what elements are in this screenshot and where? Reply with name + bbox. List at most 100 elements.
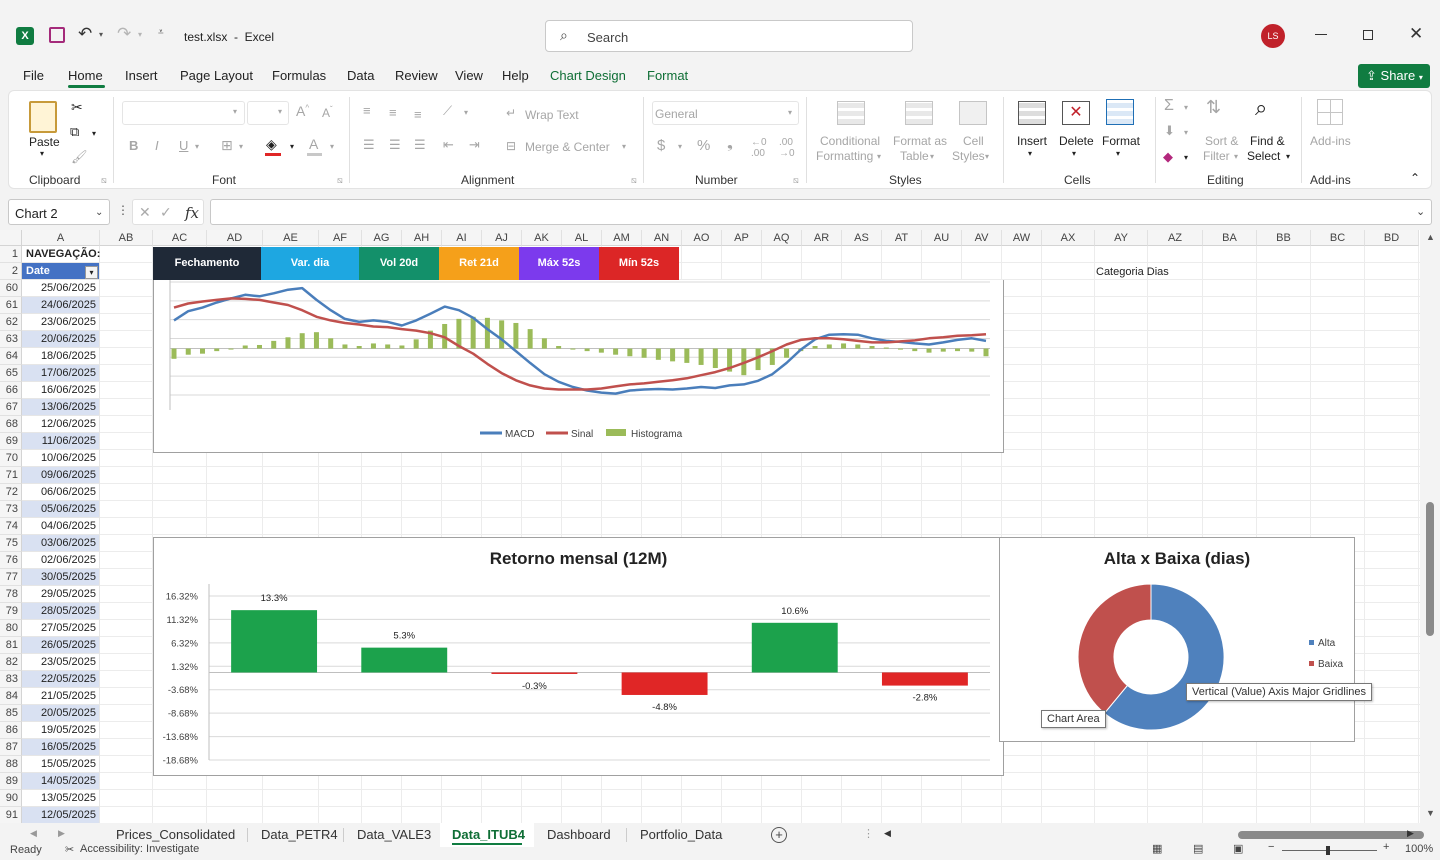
underline-icon[interactable]: U — [179, 138, 189, 153]
customize-toolbar-icon[interactable]: ⩡ — [158, 27, 164, 38]
sheet-tab-data-petr4[interactable]: Data_PETR4 — [261, 827, 338, 842]
column-header[interactable]: BD — [1365, 230, 1419, 246]
conditional-formatting-dropdown-icon[interactable]: ▾ — [877, 152, 882, 161]
row-header[interactable]: 74 — [0, 518, 22, 535]
increase-indent-icon[interactable]: ⇥ — [469, 137, 480, 152]
format-cells-button[interactable]: Format — [1102, 134, 1141, 148]
column-header[interactable]: AG — [362, 230, 402, 246]
currency-dropdown-icon[interactable]: ▾ — [678, 142, 683, 151]
nav-button[interactable]: Vol 20d — [359, 247, 439, 280]
insert-cells-button[interactable]: Insert — [1017, 134, 1048, 148]
date-cell[interactable]: 10/06/2025 — [22, 450, 100, 467]
filter-dropdown-icon[interactable]: ▾ — [85, 266, 98, 279]
column-header[interactable]: AI — [442, 230, 482, 246]
format-as-table-dropdown-icon[interactable]: ▾ — [930, 152, 935, 161]
add-ins-icon[interactable] — [1317, 99, 1343, 125]
sheet-tab-data-itub4[interactable]: Data_ITUB4 — [452, 827, 525, 842]
format-painter-icon[interactable]: 🖌 — [71, 149, 88, 164]
date-cell[interactable]: 13/06/2025 — [22, 399, 100, 416]
row-header[interactable]: 83 — [0, 671, 22, 688]
format-cells-icon[interactable] — [1106, 99, 1134, 125]
column-header[interactable]: AB — [100, 230, 153, 246]
sort-filter-icon[interactable]: ⇅ — [1206, 97, 1222, 117]
clear-dropdown-icon[interactable]: ▾ — [1184, 153, 1189, 162]
date-cell[interactable]: 13/05/2025 — [22, 790, 100, 807]
row-header[interactable]: 1 — [0, 246, 22, 263]
row-header[interactable]: 84 — [0, 688, 22, 705]
tab-insert[interactable]: Insert — [125, 68, 158, 83]
horizontal-scroll-thumb[interactable] — [1238, 831, 1424, 839]
sort-filter-button[interactable]: Sort & — [1205, 134, 1239, 148]
undo-dropdown-icon[interactable]: ▾ — [99, 30, 104, 39]
insert-function-icon[interactable]: fx — [185, 204, 200, 222]
row-header[interactable]: 64 — [0, 348, 22, 365]
prev-sheet-icon[interactable]: ◀ — [30, 828, 37, 838]
select-all-corner[interactable] — [0, 230, 22, 246]
cell-styles-dropdown-icon[interactable]: ▾ — [985, 152, 990, 161]
column-header[interactable]: AT — [882, 230, 922, 246]
date-cell[interactable]: 22/05/2025 — [22, 671, 100, 688]
decrease-font-icon[interactable]: Aˇ — [322, 105, 333, 120]
column-header[interactable]: BB — [1257, 230, 1311, 246]
column-header[interactable]: AF — [319, 230, 362, 246]
column-header[interactable]: AU — [922, 230, 962, 246]
fill-color-dropdown-icon[interactable]: ▾ — [290, 142, 295, 151]
percent-icon[interactable]: % — [697, 137, 711, 154]
date-cell[interactable]: 04/06/2025 — [22, 518, 100, 535]
orientation-icon[interactable]: ⟋ — [443, 103, 453, 118]
date-cell[interactable]: 12/06/2025 — [22, 416, 100, 433]
hscroll-left-icon[interactable]: ◀ — [884, 828, 891, 838]
date-cell[interactable]: 15/05/2025 — [22, 756, 100, 773]
nav-button[interactable]: Fechamento — [153, 247, 261, 280]
sheet-tab-data-vale3[interactable]: Data_VALE3 — [357, 827, 432, 842]
date-cell[interactable]: 20/06/2025 — [22, 331, 100, 348]
fill-icon[interactable]: ⬇ — [1164, 123, 1175, 138]
tabs-more-icon[interactable]: ⋮ — [863, 828, 874, 840]
zoom-level[interactable]: 100% — [1405, 843, 1434, 855]
column-header[interactable]: AX — [1042, 230, 1095, 246]
row-header[interactable]: 75 — [0, 535, 22, 552]
column-header[interactable]: AP — [722, 230, 762, 246]
row-header[interactable]: 66 — [0, 382, 22, 399]
column-header[interactable]: A — [22, 230, 100, 246]
merge-center-dropdown-icon[interactable]: ▾ — [622, 142, 627, 151]
row-header[interactable]: 86 — [0, 722, 22, 739]
column-header[interactable]: AS — [842, 230, 882, 246]
row-header[interactable]: 69 — [0, 433, 22, 450]
tab-chart-design[interactable]: Chart Design — [550, 68, 626, 83]
wrap-text-icon[interactable]: ↵ — [506, 106, 517, 120]
font-color-dropdown-icon[interactable]: ▾ — [330, 142, 335, 151]
avatar[interactable]: LS — [1261, 24, 1285, 48]
delete-cells-dropdown-icon[interactable]: ▾ — [1072, 149, 1077, 158]
format-as-table-button[interactable]: Format as — [893, 134, 948, 148]
row-header[interactable]: 73 — [0, 501, 22, 518]
column-header[interactable]: AE — [263, 230, 319, 246]
alignment-launcher-icon[interactable]: ⧅ — [631, 175, 637, 185]
formula-input[interactable]: ⌄ — [210, 199, 1432, 225]
date-cell[interactable]: 14/05/2025 — [22, 773, 100, 790]
search-box[interactable]: ⌕ Search — [545, 20, 913, 52]
paste-button[interactable]: Paste — [29, 135, 60, 149]
row-header[interactable]: 61 — [0, 297, 22, 314]
font-launcher-icon[interactable]: ⧅ — [337, 175, 343, 185]
copy-dropdown-icon[interactable]: ▾ — [92, 129, 97, 138]
format-as-table-icon[interactable] — [905, 101, 933, 125]
merge-center-icon[interactable]: ⊟ — [506, 139, 517, 153]
page-layout-view-icon[interactable]: ▤ — [1193, 843, 1204, 855]
column-header[interactable]: AW — [1002, 230, 1042, 246]
row-header[interactable]: 89 — [0, 773, 22, 790]
align-right-icon[interactable]: ☰ — [414, 137, 426, 152]
clear-icon[interactable]: ◆ — [1163, 149, 1173, 164]
find-select-button[interactable]: Find & — [1250, 134, 1285, 148]
redo-dropdown-icon[interactable]: ▾ — [138, 30, 143, 39]
orientation-dropdown-icon[interactable]: ▾ — [464, 108, 469, 117]
add-sheet-icon[interactable]: + — [771, 827, 787, 843]
tab-data[interactable]: Data — [347, 68, 375, 83]
column-header[interactable]: AL — [562, 230, 602, 246]
date-cell[interactable]: 24/06/2025 — [22, 297, 100, 314]
decrease-decimal-icon[interactable]: .00 →0 — [779, 137, 795, 159]
autosum-dropdown-icon[interactable]: ▾ — [1184, 103, 1189, 112]
zoom-slider-thumb[interactable] — [1326, 846, 1330, 855]
sort-filter-dropdown-icon[interactable]: ▾ — [1234, 152, 1239, 161]
next-sheet-icon[interactable]: ▶ — [58, 828, 65, 838]
